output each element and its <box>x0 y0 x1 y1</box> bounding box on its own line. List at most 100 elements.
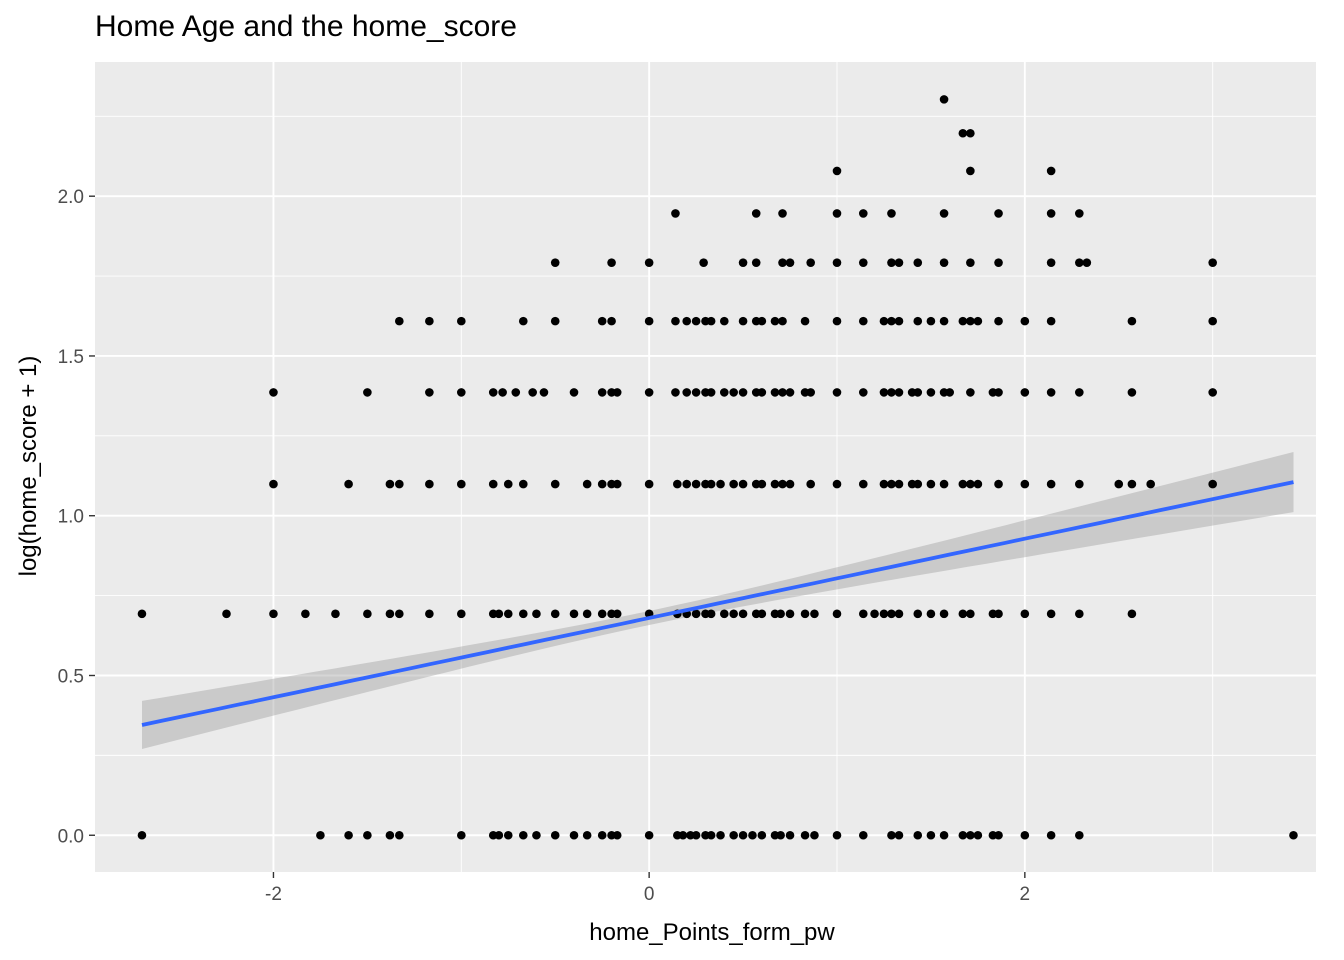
data-point <box>887 479 896 489</box>
data-point <box>778 209 787 218</box>
data-point <box>612 388 622 397</box>
data-point <box>785 388 795 397</box>
data-point <box>958 609 968 619</box>
data-point <box>894 609 904 619</box>
data-point <box>1208 388 1217 397</box>
data-point <box>1046 258 1056 267</box>
data-point <box>673 479 682 489</box>
data-point <box>887 609 896 619</box>
data-point <box>832 830 842 840</box>
data-point <box>757 609 767 619</box>
data-point <box>1208 316 1217 326</box>
data-point <box>926 388 936 397</box>
data-point <box>1208 258 1217 267</box>
data-point <box>770 479 780 489</box>
data-point <box>894 316 904 326</box>
data-point <box>770 316 780 326</box>
data-point <box>778 316 787 326</box>
data-point <box>729 388 738 397</box>
data-point <box>879 609 889 619</box>
data-point <box>738 388 748 397</box>
data-point <box>706 830 716 840</box>
data-point <box>612 479 622 489</box>
data-point <box>550 609 560 619</box>
data-point <box>757 830 767 840</box>
data-point <box>832 388 842 397</box>
data-point <box>1046 830 1056 840</box>
data-point <box>806 258 815 267</box>
data-point <box>494 609 504 619</box>
data-point <box>966 388 975 397</box>
data-point <box>532 830 541 840</box>
data-point <box>785 258 795 267</box>
data-point <box>785 479 795 489</box>
data-point <box>457 316 466 326</box>
data-point <box>539 388 549 397</box>
data-point <box>1114 479 1124 489</box>
data-point <box>994 388 1003 397</box>
data-point <box>1075 609 1084 619</box>
data-point <box>994 830 1003 840</box>
data-point <box>222 609 231 619</box>
data-point <box>1046 609 1056 619</box>
data-point <box>1046 479 1056 489</box>
data-point <box>894 258 904 267</box>
fit-line-layer <box>141 480 1294 727</box>
data-point <box>301 609 310 619</box>
data-point <box>137 609 147 619</box>
data-point <box>395 609 404 619</box>
data-point <box>644 258 654 267</box>
data-point <box>344 479 353 489</box>
data-point <box>832 258 842 267</box>
data-point <box>958 479 968 489</box>
data-point <box>532 609 541 619</box>
data-point <box>137 830 147 840</box>
data-point <box>973 316 983 326</box>
y-tick-label: 1.5 <box>58 347 84 368</box>
data-point <box>671 388 680 397</box>
data-point <box>966 479 975 489</box>
data-point <box>699 258 708 267</box>
data-point <box>691 609 701 619</box>
data-point <box>706 609 716 619</box>
data-point <box>607 316 616 326</box>
data-point <box>1208 479 1217 489</box>
data-point <box>1127 316 1137 326</box>
data-point <box>269 479 278 489</box>
data-point <box>926 609 936 619</box>
data-point <box>887 388 896 397</box>
data-point <box>682 388 692 397</box>
data-point <box>776 609 785 619</box>
data-point <box>569 830 579 840</box>
data-point <box>913 479 923 489</box>
data-point <box>425 388 434 397</box>
data-point <box>738 830 748 840</box>
data-point <box>858 258 868 267</box>
data-point <box>738 316 748 326</box>
data-point <box>926 830 936 840</box>
data-point <box>939 209 949 218</box>
data-point <box>511 388 521 397</box>
y-tick-label: 1.0 <box>58 507 84 528</box>
confidence-band-layer <box>142 452 1294 749</box>
data-point <box>1146 479 1155 489</box>
data-point <box>800 830 810 840</box>
data-point <box>395 316 404 326</box>
data-point <box>1075 830 1084 840</box>
data-point <box>894 388 904 397</box>
data-point <box>966 128 975 138</box>
data-point <box>757 316 767 326</box>
data-point <box>939 95 949 104</box>
data-point <box>966 258 975 267</box>
chart-title: Home Age and the home_score <box>95 10 517 43</box>
data-point <box>363 609 372 619</box>
data-point <box>597 609 607 619</box>
data-point <box>518 830 528 840</box>
data-point <box>778 388 787 397</box>
data-point <box>926 316 936 326</box>
data-point <box>569 609 579 619</box>
data-point <box>550 479 560 489</box>
data-point <box>832 166 842 176</box>
data-point <box>751 209 761 218</box>
